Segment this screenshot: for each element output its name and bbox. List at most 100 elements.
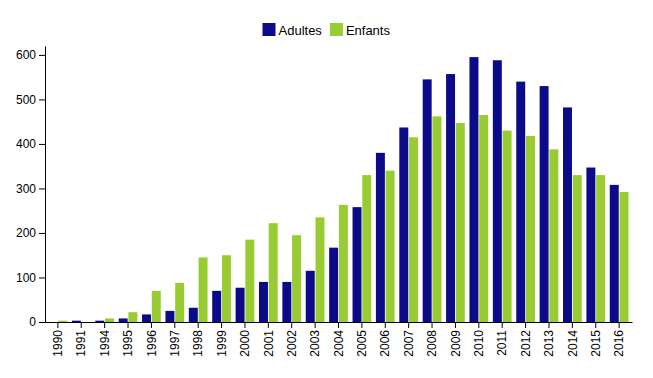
- x-tick-mark: [432, 322, 433, 328]
- y-tick: 100: [16, 271, 45, 285]
- y-tick-label: 400: [16, 137, 36, 151]
- bar: [446, 74, 455, 322]
- x-tick-mark: [128, 322, 129, 328]
- x-tick-mark: [408, 322, 409, 328]
- y-tick-label: 200: [16, 226, 36, 240]
- x-tick: 1996: [145, 322, 159, 357]
- x-tick-label: 2002: [285, 330, 299, 357]
- x-tick-label: 2003: [308, 330, 322, 357]
- x-tick: 1999: [215, 322, 229, 357]
- x-tick: 2010: [472, 322, 486, 357]
- x-tick-label: 2014: [566, 330, 580, 357]
- bar: [49, 322, 58, 323]
- y-axis-line: [45, 47, 46, 323]
- x-tick-label: 2012: [519, 330, 533, 357]
- bar: [353, 207, 362, 322]
- x-tick-mark: [151, 322, 152, 328]
- y-tick: 200: [16, 226, 45, 240]
- bar: [316, 217, 325, 322]
- y-tick-mark: [39, 233, 45, 234]
- bar: [329, 248, 338, 322]
- x-tick: 1997: [168, 322, 182, 357]
- x-tick-mark: [291, 322, 292, 328]
- bar: [339, 205, 348, 322]
- bar: [423, 79, 432, 322]
- x-tick-label: 2000: [238, 330, 252, 357]
- x-tick-label: 1994: [98, 330, 112, 357]
- bar: [222, 255, 231, 322]
- x-tick-mark: [385, 322, 386, 328]
- x-tick: 2002: [285, 322, 299, 357]
- x-tick: 1994: [98, 322, 112, 357]
- y-tick-mark: [39, 277, 45, 278]
- bar: [95, 321, 104, 322]
- y-tick: 600: [16, 48, 45, 62]
- bar: [282, 282, 291, 322]
- legend-swatch: [263, 23, 276, 36]
- x-tick-mark: [338, 322, 339, 328]
- y-tick-mark: [39, 188, 45, 189]
- plot: 0100200300400500600199019911994199519961…: [16, 47, 633, 357]
- x-tick-label: 2008: [425, 330, 439, 357]
- y-tick-mark: [39, 99, 45, 100]
- x-tick-mark: [548, 322, 549, 328]
- y-tick: 300: [16, 182, 45, 196]
- bar: [516, 82, 525, 322]
- x-tick-mark: [572, 322, 573, 328]
- x-tick: 2016: [612, 322, 626, 357]
- bar: [620, 192, 629, 322]
- y-tick-mark: [39, 144, 45, 145]
- bar: [540, 86, 549, 322]
- y-tick-label: 300: [16, 182, 36, 196]
- bar: [573, 175, 582, 322]
- bar: [469, 57, 478, 322]
- bar: [432, 116, 441, 322]
- bar: [105, 318, 114, 322]
- x-tick: 2013: [542, 322, 556, 357]
- y-tick-mark: [39, 322, 45, 323]
- x-axis: 1990199119941995199619971998199920002001…: [46, 322, 633, 357]
- x-tick-mark: [502, 322, 503, 328]
- x-tick: 2008: [425, 322, 439, 357]
- x-tick-label: 2015: [589, 330, 603, 357]
- bar: [269, 223, 278, 322]
- bar: [292, 235, 301, 322]
- x-tick: 2012: [519, 322, 533, 357]
- bar: [376, 153, 385, 322]
- x-tick-mark: [198, 322, 199, 328]
- bar: [596, 175, 605, 322]
- x-tick-label: 2013: [542, 330, 556, 357]
- bar: [236, 288, 245, 322]
- x-tick-label: 1990: [51, 330, 65, 357]
- y-tick-label: 600: [16, 48, 36, 62]
- bar: [119, 318, 128, 322]
- x-tick-mark: [57, 322, 58, 328]
- x-tick-label: 2011: [495, 330, 509, 356]
- x-tick-label: 1998: [191, 330, 205, 357]
- x-tick-mark: [81, 322, 82, 328]
- x-tick-mark: [595, 322, 596, 328]
- bar: [362, 175, 371, 322]
- chart: 0100200300400500600199019911994199519961…: [0, 0, 653, 378]
- x-tick-mark: [619, 322, 620, 328]
- bar: [563, 107, 572, 322]
- y-tick: 0: [29, 315, 45, 329]
- bar: [586, 168, 595, 322]
- y-tick-label: 500: [16, 93, 36, 107]
- x-tick-mark: [478, 322, 479, 328]
- bar: [245, 240, 254, 322]
- x-tick-mark: [455, 322, 456, 328]
- x-tick-mark: [221, 322, 222, 328]
- x-tick: 2006: [378, 322, 392, 357]
- bar: [503, 131, 512, 322]
- legend-label: Enfants: [346, 23, 391, 38]
- y-tick-label: 0: [29, 315, 36, 329]
- x-tick: 2003: [308, 322, 322, 357]
- bar: [526, 136, 535, 322]
- x-tick-mark: [315, 322, 316, 328]
- bar: [549, 149, 558, 322]
- x-tick-mark: [174, 322, 175, 328]
- bar: [399, 127, 408, 322]
- y-tick: 400: [16, 137, 45, 151]
- legend-label: Adultes: [279, 23, 323, 38]
